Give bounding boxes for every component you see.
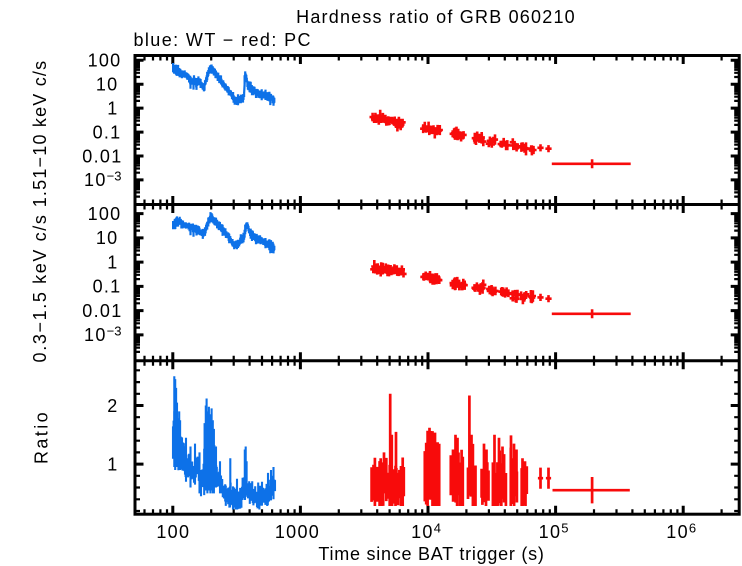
svg-text:1: 1 [107, 98, 118, 118]
svg-text:0.01: 0.01 [82, 301, 122, 321]
svg-text:Ratio: Ratio [32, 410, 52, 464]
svg-text:10: 10 [96, 228, 119, 248]
svg-text:104: 104 [411, 521, 441, 543]
svg-text:10: 10 [96, 75, 119, 95]
svg-text:100: 100 [88, 204, 122, 224]
svg-text:Hardness ratio of GRB 060210: Hardness ratio of GRB 060210 [296, 7, 576, 27]
svg-text:1.51−10 keV c/s: 1.51−10 keV c/s [30, 60, 50, 208]
svg-text:0.1: 0.1 [93, 122, 122, 142]
svg-text:Time since BAT trigger (s): Time since BAT trigger (s) [318, 544, 544, 564]
svg-text:100: 100 [88, 51, 122, 71]
svg-text:105: 105 [539, 521, 569, 543]
svg-text:0.3−1.5 keV c/s: 0.3−1.5 keV c/s [30, 214, 50, 363]
svg-text:0.1: 0.1 [93, 277, 122, 297]
svg-text:blue: WT − red: PC: blue: WT − red: PC [134, 30, 312, 50]
svg-text:100: 100 [156, 522, 190, 542]
svg-text:106: 106 [666, 521, 696, 543]
svg-text:1000: 1000 [275, 522, 320, 542]
svg-text:0.01: 0.01 [82, 146, 122, 166]
svg-text:1: 1 [107, 252, 118, 272]
svg-text:1: 1 [107, 454, 118, 474]
svg-text:2: 2 [107, 396, 118, 416]
